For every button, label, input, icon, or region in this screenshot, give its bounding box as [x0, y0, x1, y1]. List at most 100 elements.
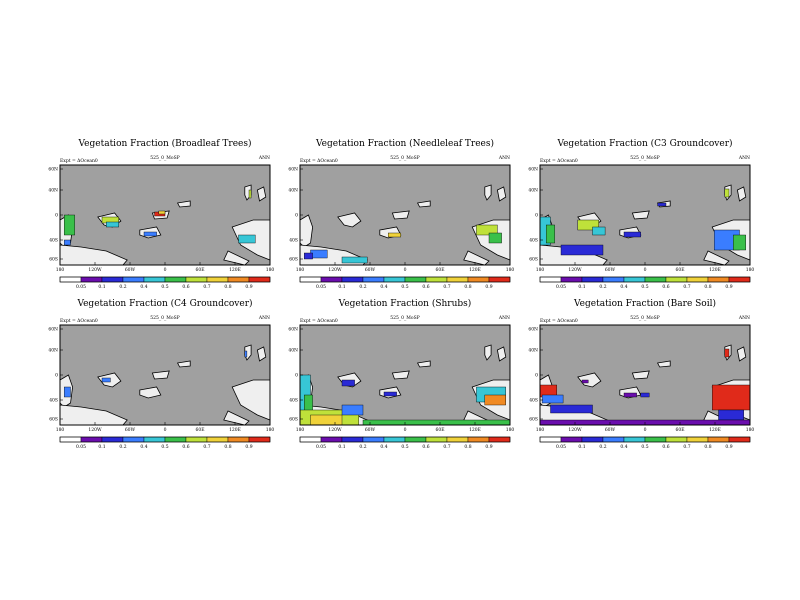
colorbar-label: 0.7 — [683, 444, 690, 450]
lat-tick-label: 40S — [289, 398, 298, 404]
lon-tick-label: 60W — [125, 427, 136, 433]
colorbar-segment — [644, 436, 667, 443]
colorbar-label: 0.8 — [704, 444, 711, 450]
lat-tick-label: 0 — [295, 373, 298, 379]
lat-tick-label: 60S — [49, 417, 58, 423]
land-mass — [416, 360, 431, 368]
vegetation-patch — [657, 202, 667, 207]
season-label: ANN — [498, 155, 510, 161]
run-label: 525_0_MoSP — [630, 155, 659, 161]
experiment-label: Expt = ΔOcean0 — [300, 158, 338, 164]
colorbar-segment — [80, 276, 103, 283]
colorbar-label: 0.05 — [76, 444, 86, 450]
colorbar-label: 0.2 — [599, 284, 606, 290]
colorbar-label: 0.2 — [359, 284, 366, 290]
panel-title: Vegetation Fraction (C3 Groundcover) — [556, 138, 732, 149]
colorbar-frame — [59, 436, 271, 443]
lon-tick-label: 60E — [195, 427, 204, 433]
lat-tick-label: 60S — [289, 417, 298, 423]
land-mass — [151, 370, 170, 380]
vegetation-patch — [105, 221, 119, 228]
colorbar-segment — [467, 436, 490, 443]
lon-tick-label: 120E — [469, 427, 481, 433]
lon-tick-label: 180 — [536, 267, 545, 273]
lat-tick-label: 60S — [529, 417, 538, 423]
colorbar-segment — [539, 436, 562, 443]
land-mass — [577, 372, 602, 388]
colorbar-label: 0.9 — [725, 444, 732, 450]
colorbar-label: 0.5 — [401, 284, 408, 290]
colorbar-label: 0.5 — [641, 284, 648, 290]
panel-c3-groundcover: Vegetation Fraction (C3 Groundcover) Expt… — [528, 138, 754, 290]
colorbar-segment — [446, 276, 469, 283]
land-mass — [631, 210, 650, 220]
lat-tick-label: 40N — [288, 188, 298, 194]
colorbar-segment — [404, 436, 427, 443]
colorbar-segment — [602, 276, 625, 283]
colorbar-label: 0.8 — [464, 444, 471, 450]
panel-title: Vegetation Fraction (Bare Soil) — [573, 298, 716, 309]
colorbar-label: 0.6 — [662, 284, 669, 290]
colorbar-label: 0.05 — [316, 284, 326, 290]
colorbar-segment — [581, 276, 604, 283]
colorbar-segment — [623, 436, 646, 443]
colorbar-frame — [539, 276, 751, 283]
lon-tick-label: 180 — [266, 267, 275, 273]
colorbar-segment — [164, 276, 187, 283]
colorbar-label: 0.2 — [119, 444, 126, 450]
colorbar-label: 0.7 — [203, 444, 210, 450]
land-mass — [736, 186, 747, 202]
vegetation-patch — [581, 379, 589, 384]
lon-tick-label: 60W — [605, 267, 616, 273]
vegetation-patch — [550, 404, 593, 414]
vegetation-patch — [143, 231, 157, 237]
colorbar-segment — [665, 436, 688, 443]
colorbar-label: 0.4 — [620, 444, 627, 450]
vegetation-patch — [310, 249, 328, 259]
colorbar-segment — [80, 436, 103, 443]
lon-tick-label: 180 — [746, 427, 755, 433]
colorbar-segment — [362, 276, 385, 283]
colorbar-label: 0.4 — [620, 284, 627, 290]
colorbar-segment — [425, 436, 448, 443]
colorbar-label: 0.7 — [203, 284, 210, 290]
vegetation-patch — [592, 226, 606, 236]
colorbar-segment — [602, 436, 625, 443]
panel-c4-groundcover: Vegetation Fraction (C4 Groundcover) Expt… — [48, 298, 274, 450]
colorbar-segment — [320, 436, 343, 443]
colorbar-segment — [206, 276, 229, 283]
lon-tick-label: 0 — [404, 427, 407, 433]
colorbar-segment — [122, 436, 145, 443]
experiment-label: Expt = ΔOcean0 — [300, 318, 338, 324]
vegetation-patch — [362, 419, 511, 426]
lat-tick-label: 0 — [55, 213, 58, 219]
colorbar-segment — [248, 276, 271, 283]
colorbar-label: 0.7 — [443, 444, 450, 450]
colorbar-segment — [686, 436, 709, 443]
colorbar-segment — [101, 276, 124, 283]
season-label: ANN — [738, 315, 750, 321]
lon-tick-label: 60E — [675, 427, 684, 433]
colorbar-label: 0.7 — [683, 284, 690, 290]
vegetation-patch — [560, 244, 604, 256]
vegetation-patch — [63, 239, 71, 246]
colorbar-segment — [425, 276, 448, 283]
colorbar-segment — [59, 436, 82, 443]
experiment-label: Expt = ΔOcean0 — [60, 318, 98, 324]
colorbar-label: 0.9 — [485, 444, 492, 450]
season-label: ANN — [258, 155, 270, 161]
colorbar-segment — [185, 276, 208, 283]
lon-tick-label: 120E — [229, 267, 241, 273]
lat-tick-label: 60N — [48, 327, 58, 333]
colorbar-label: 0.05 — [316, 444, 326, 450]
colorbar-frame — [59, 276, 271, 283]
vegetation-patch — [546, 224, 555, 244]
lon-tick-label: 180 — [56, 427, 65, 433]
lon-tick-label: 60E — [435, 267, 444, 273]
vegetation-patch — [476, 224, 498, 236]
colorbar-label: 0.2 — [119, 284, 126, 290]
lat-tick-label: 60N — [528, 327, 538, 333]
lon-tick-label: 60E — [435, 427, 444, 433]
lon-tick-label: 120W — [88, 427, 102, 433]
lon-tick-label: 180 — [536, 427, 545, 433]
